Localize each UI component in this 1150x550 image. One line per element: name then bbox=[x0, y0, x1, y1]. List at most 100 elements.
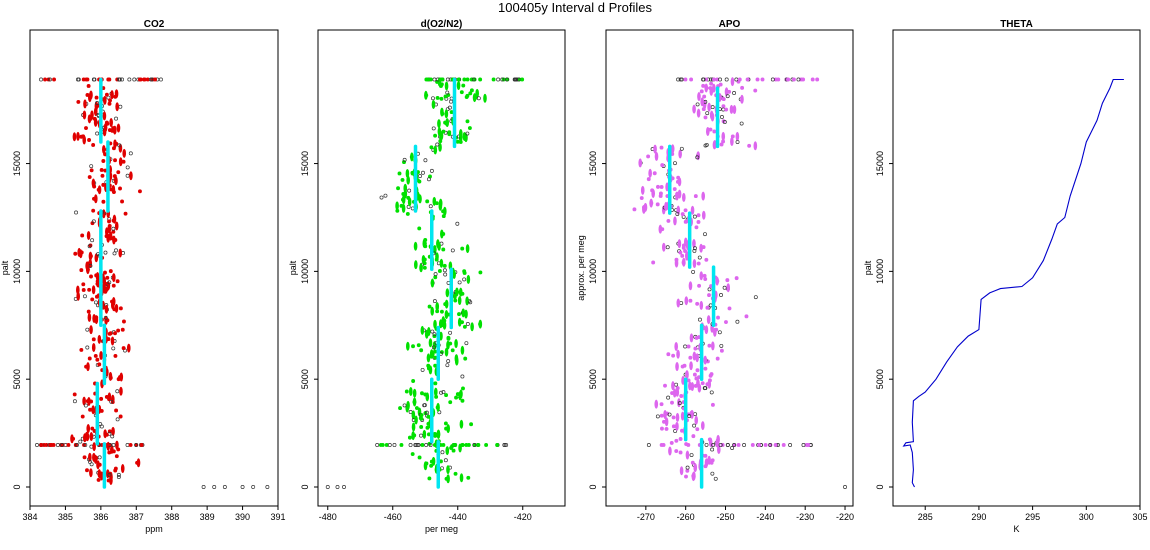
panel-3-point bbox=[710, 447, 715, 452]
panel-2-point bbox=[407, 188, 412, 193]
panel-3-point bbox=[721, 97, 726, 102]
panel-1-title: CO2 bbox=[144, 19, 165, 30]
panel-3-xtick-label: -250 bbox=[717, 512, 735, 522]
panel-2-point bbox=[433, 363, 438, 368]
panel-2-point bbox=[410, 452, 415, 456]
panel-1-point bbox=[90, 238, 95, 243]
panel-1-point bbox=[93, 353, 98, 358]
panel-3-point bbox=[682, 363, 687, 368]
panel-3-point bbox=[689, 77, 694, 82]
panel-3-point bbox=[705, 305, 710, 310]
panel-3-point bbox=[707, 287, 712, 292]
panel-3-point bbox=[676, 175, 681, 180]
panel-3-point bbox=[700, 97, 705, 107]
panel-1-point bbox=[76, 131, 80, 141]
panel-1-point bbox=[85, 432, 90, 442]
panel-3-point bbox=[696, 108, 701, 118]
panel-1-point bbox=[112, 251, 117, 256]
panel-3-point bbox=[677, 177, 682, 187]
panel-2-point bbox=[454, 395, 459, 400]
panel-2-point bbox=[456, 77, 461, 82]
panel-1-point bbox=[91, 178, 96, 188]
panel-3-point bbox=[701, 77, 706, 82]
panel-3-point bbox=[666, 218, 671, 223]
panel-2-point bbox=[433, 275, 438, 280]
panel-3-point bbox=[707, 293, 711, 298]
panel-1-point bbox=[99, 350, 103, 360]
panel-1-point bbox=[104, 432, 109, 437]
panel-1-point bbox=[88, 251, 93, 261]
panel-4-ytick-label: 10000 bbox=[875, 259, 885, 284]
panel-2-point bbox=[513, 77, 517, 82]
panel-1-ytick-label: 5000 bbox=[12, 369, 22, 389]
panel-2-point bbox=[378, 443, 383, 447]
panel-1-point bbox=[139, 443, 144, 447]
panel-2-point bbox=[399, 203, 404, 208]
panel-1-point bbox=[35, 443, 39, 447]
panel-3-point bbox=[697, 317, 702, 322]
panel-3-point bbox=[810, 77, 815, 82]
panel-3-point bbox=[675, 191, 679, 201]
panel-4-ytick-label: 15000 bbox=[875, 151, 885, 176]
panel-3-point bbox=[654, 151, 659, 161]
panel-3-point bbox=[750, 443, 755, 447]
panel-3-point bbox=[717, 330, 722, 335]
panel-2-point bbox=[417, 455, 422, 460]
panel-1-point bbox=[111, 283, 116, 288]
panel-1-point bbox=[113, 158, 117, 163]
panel-3-point bbox=[674, 382, 679, 387]
panel-3-point bbox=[638, 158, 643, 168]
panel-2-point bbox=[437, 410, 442, 415]
panel-3-point bbox=[673, 429, 678, 433]
panel-2-point bbox=[466, 274, 471, 284]
panel-3-point bbox=[689, 333, 694, 343]
panel-1-point bbox=[87, 114, 92, 124]
panel-2-point bbox=[440, 229, 444, 239]
panel-3-ytick-label: 10000 bbox=[588, 259, 598, 284]
panel-3-point bbox=[781, 443, 786, 447]
panel-1-point bbox=[99, 168, 104, 172]
panel-3-point bbox=[716, 315, 720, 320]
panel-3-point bbox=[688, 355, 693, 360]
panel-3-point bbox=[734, 77, 739, 82]
panel-1-xtick-label: 391 bbox=[270, 512, 285, 522]
panel-3-point bbox=[703, 232, 707, 237]
panel-3-point bbox=[721, 104, 726, 109]
panel-1-point bbox=[251, 485, 256, 489]
panel-3-point bbox=[692, 239, 696, 249]
panel-2-point bbox=[412, 388, 417, 398]
panel-3-point bbox=[684, 296, 689, 306]
panel-2-point bbox=[406, 175, 410, 185]
panel-1-point bbox=[87, 175, 92, 179]
panel-2-point bbox=[472, 443, 477, 447]
panel-1-point bbox=[107, 101, 112, 106]
panel-2-point bbox=[459, 419, 464, 429]
panel-2-point bbox=[425, 199, 430, 204]
panel-1-point bbox=[106, 233, 110, 243]
panel-3-point bbox=[703, 366, 708, 371]
panel-1-point bbox=[115, 389, 120, 394]
panel-2-point bbox=[418, 174, 422, 179]
panel-1-point bbox=[51, 443, 56, 447]
panel-3-point bbox=[706, 315, 711, 325]
panel-2-point bbox=[478, 270, 483, 275]
panel-2-ytick-label: 15000 bbox=[300, 151, 310, 176]
panel-1-xtick-label: 385 bbox=[58, 512, 73, 522]
panel-2-point bbox=[476, 443, 481, 447]
panel-3-point bbox=[683, 237, 688, 247]
panel-3-point bbox=[704, 257, 709, 262]
panel-3-point bbox=[663, 410, 667, 420]
panel-3-point bbox=[671, 353, 676, 358]
panel-3-point bbox=[739, 121, 744, 126]
panel-3-point bbox=[677, 239, 682, 249]
panel-1-point bbox=[83, 99, 87, 109]
panel-1-point bbox=[87, 138, 92, 142]
panel-1-point bbox=[76, 99, 81, 104]
panel-1-point bbox=[60, 443, 64, 447]
panel-2-point bbox=[444, 347, 449, 357]
panel-1-xtick-label: 387 bbox=[129, 512, 144, 522]
panel-2-point bbox=[421, 254, 426, 264]
panel-1-point bbox=[126, 343, 131, 353]
panel-2-point bbox=[431, 126, 436, 131]
panel-3-point bbox=[672, 388, 677, 398]
